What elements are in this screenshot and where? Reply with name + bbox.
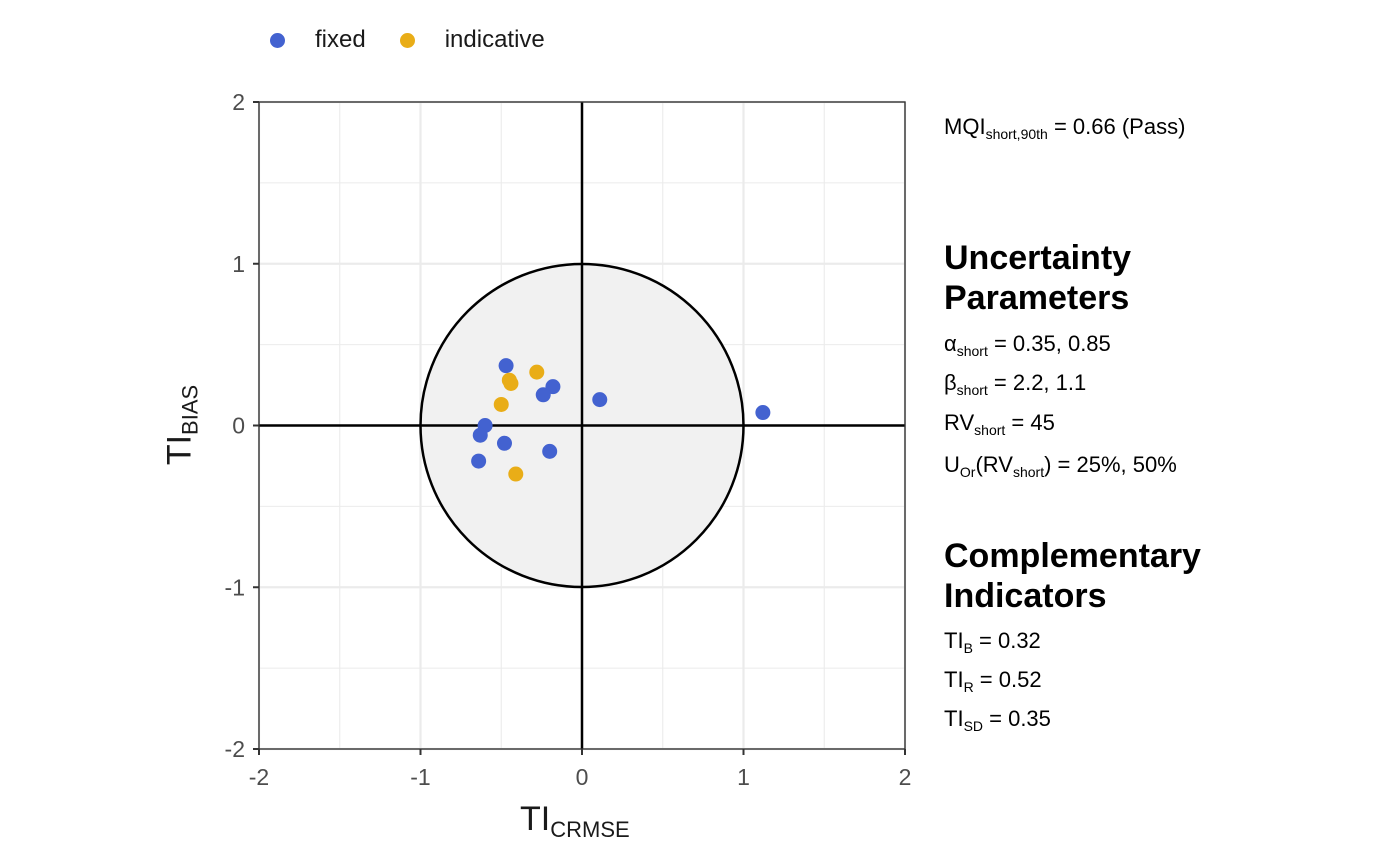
legend-item-indicative: indicative [399,26,545,54]
x-tick-label: 2 [899,764,912,790]
legend: fixed indicative [270,26,579,54]
alpha-value: αshort = 0.35, 0.85 [944,331,1111,359]
y-tick-label: -2 [225,736,245,762]
y-axis-label: TIBIAS [160,384,203,466]
legend-dot-indicative [399,32,415,48]
x-axis-label: TICRMSE [520,800,630,842]
point-fixed [472,427,488,443]
x-tick-label: -1 [410,764,430,790]
mqi-value: MQIshort,90th = 0.66 (Pass) [944,114,1186,142]
point-fixed [498,358,514,374]
legend-label-indicative: indicative [444,26,545,53]
point-indicative [493,396,509,412]
legend-dot-fixed [270,32,285,48]
point-indicative [508,466,524,482]
y-tick-label: -1 [225,574,245,600]
y-tick-label: 2 [232,89,245,115]
point-indicative [503,375,519,391]
uncertainty-heading: Uncertainty Parameters [944,239,1132,317]
point-fixed [496,435,512,451]
x-tick-label: -2 [249,764,269,790]
tib-value: TIB = 0.32 [944,628,1041,656]
y-tick-label: 0 [232,413,245,439]
point-fixed [535,387,551,403]
x-tick-label: 1 [737,764,750,790]
rv-value: RVshort = 45 [944,410,1055,438]
tisd-value: TISD = 0.35 [944,706,1051,734]
beta-value: βshort = 2.2, 1.1 [944,370,1087,398]
point-fixed [542,443,558,459]
x-tick-label: 0 [576,764,589,790]
point-fixed [592,392,608,408]
y-tick-label: 1 [232,251,245,277]
complementary-heading: Complementary Indicators [944,537,1201,615]
tir-value: TIR = 0.52 [944,667,1042,695]
legend-label-fixed: fixed [315,26,366,53]
point-fixed [471,453,487,469]
point-fixed [755,405,771,421]
uor-value: UOr(RVshort) = 25%, 50% [944,452,1177,480]
point-indicative [529,364,545,380]
legend-item-fixed: fixed [270,26,366,54]
